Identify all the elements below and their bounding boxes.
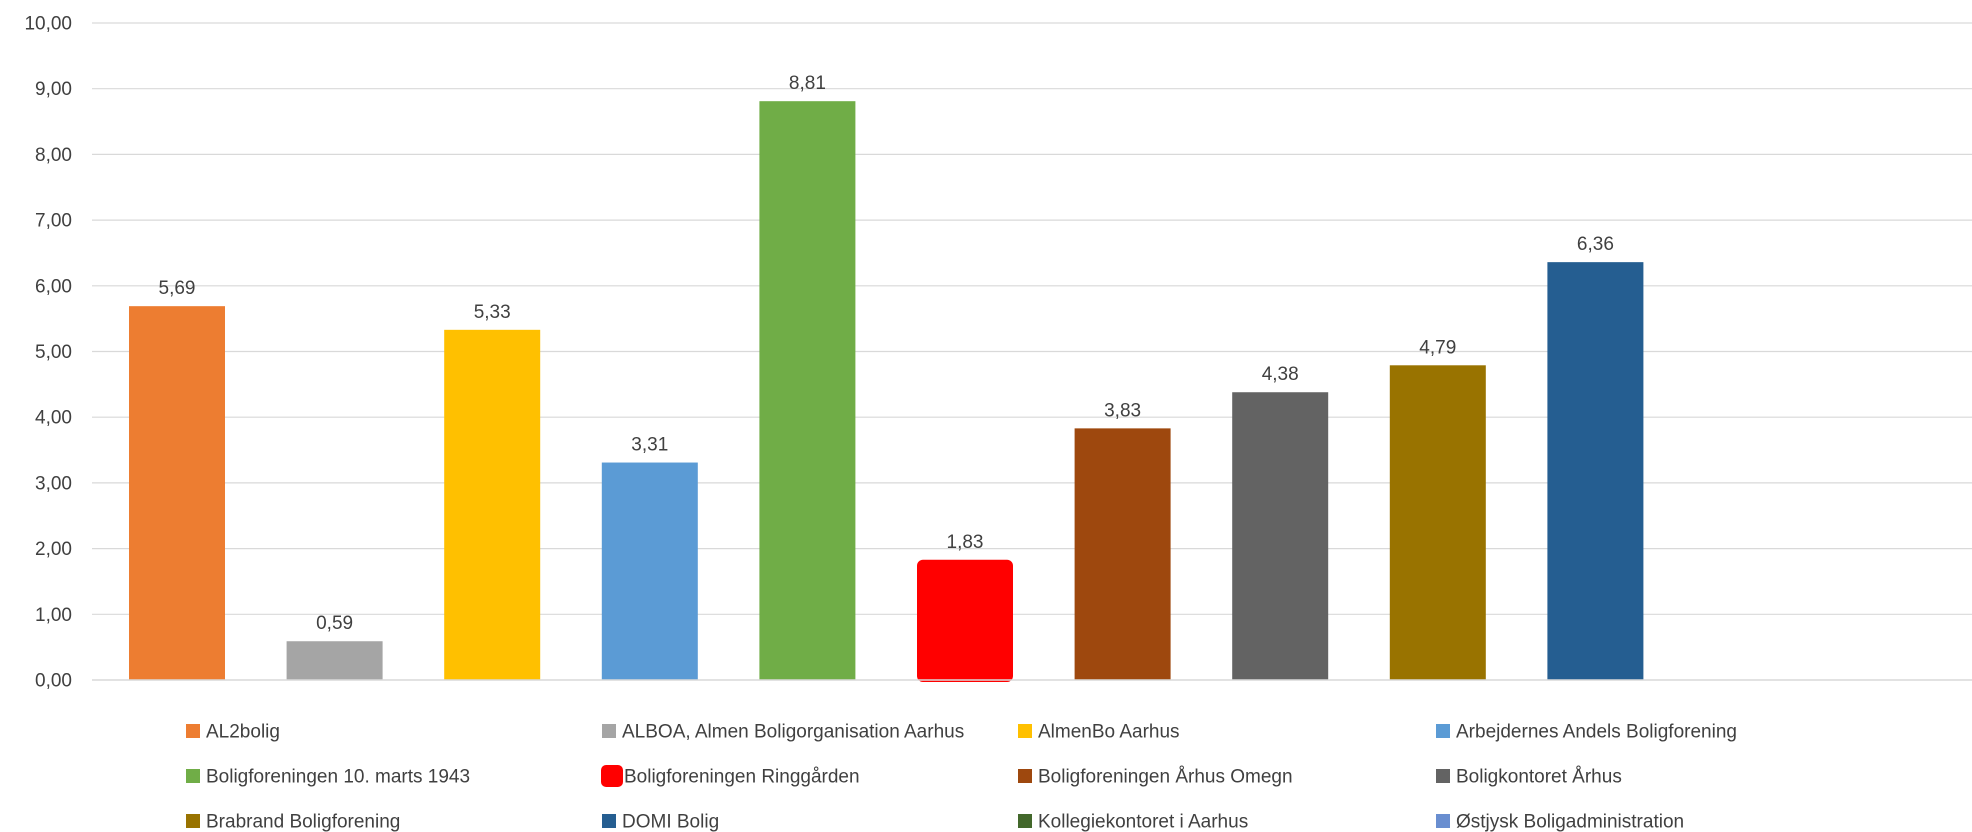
legend-label: Boligforeningen Ringgården [624, 767, 860, 788]
bar [917, 559, 1013, 682]
bar [1547, 262, 1644, 680]
legend-swatch [186, 814, 200, 828]
legend-swatch [602, 814, 616, 828]
bar [759, 101, 856, 681]
legend-item: DOMI Bolig [602, 812, 719, 832]
legend-label: Østjysk Boligadministration [1456, 812, 1684, 832]
y-tick-label: 2,00 [35, 539, 72, 560]
legend-swatch [186, 769, 200, 783]
legend-swatch [1436, 724, 1450, 738]
data-label: 5,69 [159, 278, 196, 299]
bar [129, 306, 225, 680]
data-label: 5,33 [474, 302, 511, 323]
bars [129, 101, 1644, 682]
data-label: 3,83 [1104, 400, 1141, 421]
y-tick-label: 6,00 [35, 276, 72, 297]
legend-item: Brabrand Boligforening [186, 812, 400, 832]
data-label: 4,38 [1262, 364, 1299, 385]
data-labels: 5,69 0,59 5,33 3,31 8,81 1,83 3,83 4,38 4,79 6,36 [159, 73, 1614, 634]
legend-label: Kollegiekontoret i Aarhus [1038, 812, 1248, 832]
bar [1232, 392, 1329, 680]
legend-item: AlmenBo Aarhus [1018, 722, 1180, 743]
legend-item: Boligforeningen Århus Omegn [1018, 767, 1293, 788]
y-tick-label: 4,00 [35, 408, 72, 429]
y-tick-label: 3,00 [35, 473, 72, 494]
bar [601, 462, 698, 680]
bar [1389, 365, 1486, 680]
data-label: 1,83 [947, 532, 984, 553]
legend-label: Brabrand Boligforening [206, 812, 400, 832]
legend-label: Boligkontoret Århus [1456, 767, 1622, 788]
legend-item: Boligforeningen Ringgården [601, 765, 860, 788]
legend-swatch [1436, 769, 1450, 783]
legend-label: DOMI Bolig [622, 812, 719, 832]
legend-swatch [186, 724, 200, 738]
legend-swatch [1018, 769, 1032, 783]
y-tick-label: 0,00 [35, 671, 72, 692]
legend-swatch [1018, 724, 1032, 738]
legend-label: AL2bolig [206, 722, 280, 743]
bar [444, 329, 541, 680]
gridlines [92, 22, 1972, 615]
data-label: 3,31 [631, 435, 668, 456]
legend-item: Østjysk Boligadministration [1436, 812, 1684, 832]
y-tick-label: 8,00 [35, 145, 72, 166]
legend-item: Arbejdernes Andels Boligforening [1436, 722, 1737, 743]
legend-label: Boligforeningen 10. marts 1943 [206, 767, 470, 788]
legend-swatch [602, 724, 616, 738]
data-label: 4,79 [1419, 337, 1456, 358]
y-tick-label: 5,00 [35, 342, 72, 363]
data-label: 6,36 [1577, 234, 1614, 255]
y-tick-label: 10,00 [24, 14, 72, 35]
legend-label: ALBOA, Almen Boligorganisation Aarhus [622, 722, 964, 743]
legend-item: Boligforeningen 10. marts 1943 [186, 767, 470, 788]
bar [286, 641, 383, 680]
legend-swatch [1018, 814, 1032, 828]
bar [1074, 428, 1171, 680]
legend-swatch [1436, 814, 1450, 828]
y-tick-label: 7,00 [35, 211, 72, 232]
legend-label: Arbejdernes Andels Boligforening [1456, 722, 1737, 743]
y-axis-tick-labels: 0,00 1,00 2,00 3,00 4,00 5,00 6,00 7,00 8,00 9,00… [24, 14, 72, 692]
legend-label: AlmenBo Aarhus [1038, 722, 1180, 743]
legend-item: Boligkontoret Århus [1436, 767, 1622, 788]
legend-label: Boligforeningen Århus Omegn [1038, 767, 1293, 788]
legend-swatch [601, 765, 623, 787]
y-tick-label: 1,00 [35, 605, 72, 626]
legend-item: AL2bolig [186, 722, 280, 743]
legend-item: Kollegiekontoret i Aarhus [1018, 812, 1248, 832]
legend-item: ALBOA, Almen Boligorganisation Aarhus [602, 722, 964, 743]
data-label: 8,81 [789, 73, 826, 94]
y-tick-label: 9,00 [35, 79, 72, 100]
data-label: 0,59 [316, 613, 353, 634]
legend: AL2bolig ALBOA, Almen Boligorganisation A… [186, 722, 1737, 832]
